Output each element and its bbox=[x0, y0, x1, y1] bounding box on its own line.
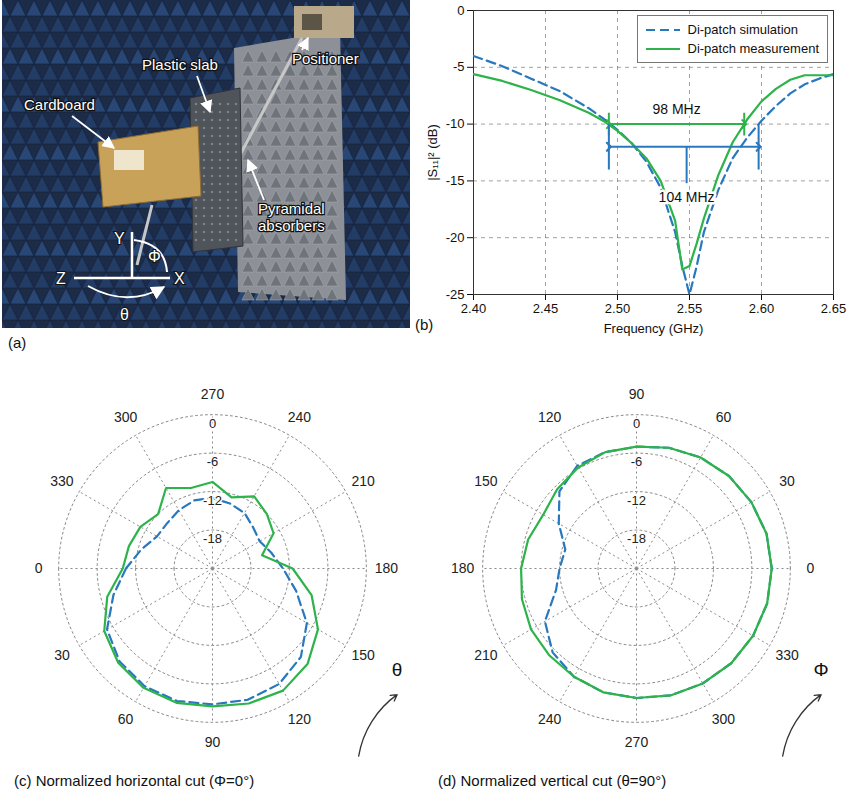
svg-text:-15: -15 bbox=[446, 173, 465, 188]
svg-text:Φ: Φ bbox=[814, 659, 829, 680]
svg-text:Y: Y bbox=[114, 230, 125, 247]
svg-text:-18: -18 bbox=[203, 531, 222, 546]
svg-text:-6: -6 bbox=[631, 454, 643, 469]
svg-text:-6: -6 bbox=[207, 454, 219, 469]
svg-text:X: X bbox=[174, 270, 185, 287]
svg-text:0: 0 bbox=[633, 416, 640, 431]
svg-text:-25: -25 bbox=[446, 287, 465, 302]
svg-text:98 MHz: 98 MHz bbox=[652, 101, 700, 117]
svg-text:|S₁₁|² (dB): |S₁₁|² (dB) bbox=[425, 124, 440, 181]
svg-text:2.65: 2.65 bbox=[821, 301, 846, 316]
html-text:(c) Normalized horizontal cut: (c) Normalized horizontal cut (Φ=0°) bbox=[14, 772, 255, 789]
html-text:(a): (a) bbox=[8, 334, 27, 351]
svg-text:240: 240 bbox=[538, 711, 562, 727]
svg-text:2.55: 2.55 bbox=[677, 301, 702, 316]
html-text:(b): (b) bbox=[415, 316, 434, 333]
svg-text:30: 30 bbox=[54, 647, 70, 663]
html-text:Di-patch simulation: Di-patch simulation bbox=[687, 22, 798, 37]
svg-text:180: 180 bbox=[451, 560, 475, 576]
svg-text:Φ: Φ bbox=[148, 248, 161, 265]
svg-text:104 MHz: 104 MHz bbox=[659, 189, 715, 205]
svg-text:240: 240 bbox=[288, 409, 312, 425]
svg-text:0: 0 bbox=[35, 560, 43, 576]
svg-text:2.60: 2.60 bbox=[749, 301, 774, 316]
svg-text:-5: -5 bbox=[453, 59, 465, 74]
svg-text:30: 30 bbox=[779, 473, 795, 489]
svg-text:150: 150 bbox=[474, 473, 498, 489]
svg-text:Positioner: Positioner bbox=[292, 50, 359, 67]
svg-text:2.40: 2.40 bbox=[461, 301, 486, 316]
svg-text:150: 150 bbox=[351, 647, 375, 663]
svg-text:330: 330 bbox=[775, 647, 799, 663]
svg-text:Cardboard: Cardboard bbox=[24, 96, 95, 113]
svg-text:Z: Z bbox=[56, 270, 66, 287]
svg-text:2.45: 2.45 bbox=[533, 301, 558, 316]
svg-text:300: 300 bbox=[114, 409, 138, 425]
svg-text:-12: -12 bbox=[627, 493, 646, 508]
svg-text:90: 90 bbox=[629, 386, 645, 402]
svg-text:-12: -12 bbox=[203, 493, 222, 508]
svg-text:0: 0 bbox=[806, 560, 814, 576]
svg-text:90: 90 bbox=[205, 734, 221, 750]
svg-text:0: 0 bbox=[209, 416, 216, 431]
svg-text:270: 270 bbox=[201, 386, 225, 402]
html-text:Di-patch measurement: Di-patch measurement bbox=[687, 41, 819, 56]
svg-text:-18: -18 bbox=[627, 531, 646, 546]
svg-text:Pyramidalabsorbers: Pyramidalabsorbers bbox=[258, 200, 325, 234]
svg-text:Plastic slab: Plastic slab bbox=[142, 56, 218, 73]
svg-text:120: 120 bbox=[538, 409, 562, 425]
svg-text:330: 330 bbox=[50, 473, 74, 489]
svg-text:270: 270 bbox=[625, 734, 649, 750]
svg-text:120: 120 bbox=[288, 711, 312, 727]
html-text:(d) Normalized vertical cut (θ: (d) Normalized vertical cut (θ=90°) bbox=[438, 772, 667, 789]
svg-text:-10: -10 bbox=[446, 116, 465, 131]
svg-text:300: 300 bbox=[712, 711, 736, 727]
svg-text:210: 210 bbox=[351, 473, 375, 489]
svg-text:60: 60 bbox=[716, 409, 732, 425]
svg-text:60: 60 bbox=[118, 711, 134, 727]
svg-text:2.50: 2.50 bbox=[605, 301, 630, 316]
svg-text:210: 210 bbox=[474, 647, 498, 663]
svg-text:180: 180 bbox=[375, 560, 399, 576]
svg-text:Frequency (GHz): Frequency (GHz) bbox=[604, 321, 704, 336]
svg-text:-20: -20 bbox=[446, 230, 465, 245]
svg-text:θ: θ bbox=[120, 306, 129, 323]
svg-text:θ: θ bbox=[392, 659, 403, 680]
svg-text:0: 0 bbox=[457, 3, 464, 18]
